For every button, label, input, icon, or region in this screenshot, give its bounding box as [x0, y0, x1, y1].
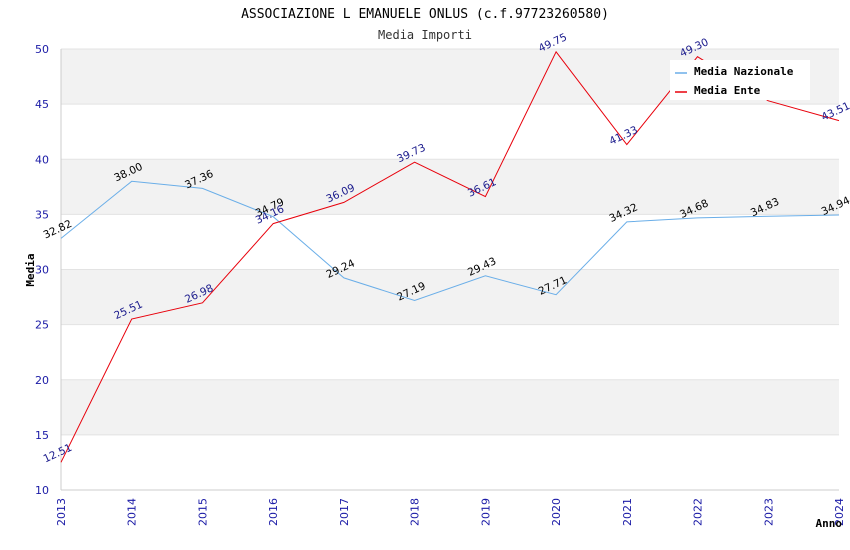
x-tick-label: 2016: [267, 498, 280, 526]
y-tick-label: 50: [35, 43, 49, 56]
grid-bands: [61, 49, 839, 490]
y-tick-label: 20: [35, 374, 49, 387]
legend-box: [670, 60, 810, 100]
grid-band: [61, 159, 839, 215]
chart-title: ASSOCIAZIONE L EMANUELE ONLUS (c.f.97723…: [241, 7, 609, 22]
x-axis-ticks: 2013 2014 2015 2016 2017 2018 2019 2020 2021 2022…: [55, 498, 846, 526]
grid-band: [61, 434, 839, 490]
x-tick-label: 2013: [55, 498, 68, 526]
grid-band: [61, 269, 839, 325]
x-tick-label: 2015: [196, 498, 209, 526]
x-tick-label: 2017: [338, 498, 351, 526]
legend: Media Nazionale Media Ente: [670, 60, 810, 100]
series-line-media-nazionale: [60, 180, 840, 302]
x-tick-label: 2018: [409, 498, 422, 526]
x-axis-label: Anno: [816, 517, 843, 530]
grid-band: [61, 214, 839, 270]
x-tick-label: 2021: [621, 498, 634, 526]
y-tick-label: 40: [35, 153, 49, 166]
y-tick-label: 15: [35, 429, 49, 442]
x-tick-label: 2022: [692, 498, 705, 526]
legend-label-media-nazionale: Media Nazionale: [694, 65, 794, 78]
y-tick-label: 10: [35, 484, 49, 497]
x-tick-label: 2023: [762, 498, 775, 526]
y-tick-label: 45: [35, 98, 49, 111]
y-tick-label: 25: [35, 319, 49, 332]
grid-band: [61, 379, 839, 435]
y-tick-label: 35: [35, 208, 49, 221]
y-axis-ticks: 10 15 20 25 30 35 40 45 50: [35, 43, 49, 497]
y-tick-label: 30: [35, 264, 49, 277]
chart-subtitle: Media Importi: [378, 28, 472, 42]
grid-band: [61, 324, 839, 380]
legend-label-media-ente: Media Ente: [694, 84, 761, 97]
x-tick-label: 2014: [126, 498, 139, 526]
grid-band: [61, 104, 839, 160]
y-axis-label: Media: [24, 253, 37, 286]
x-tick-label: 2019: [479, 498, 492, 526]
x-tick-label: 2024: [833, 498, 846, 526]
x-tick-label: 2020: [550, 498, 563, 526]
